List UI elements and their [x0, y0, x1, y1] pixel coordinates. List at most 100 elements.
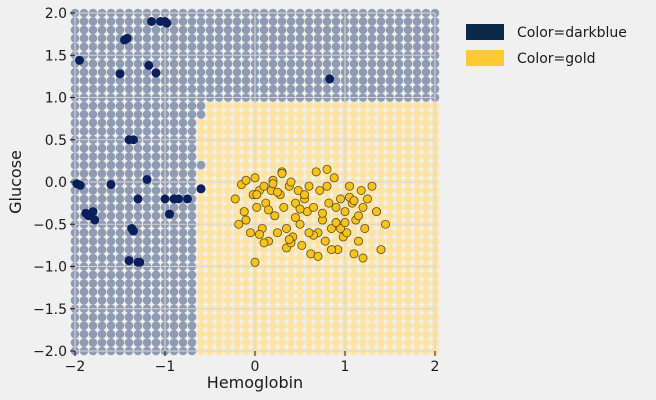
- grid-dot-gold: [205, 160, 215, 170]
- grid-dot-darkblue: [124, 236, 134, 246]
- grid-dot-gold: [385, 236, 395, 246]
- grid-dot-gold: [196, 338, 206, 347]
- point-darkblue: [160, 194, 170, 204]
- grid-dot-darkblue: [115, 211, 125, 221]
- grid-dot-gold: [412, 329, 422, 339]
- grid-dot-darkblue: [178, 169, 188, 178]
- grid-dot-gold: [223, 194, 233, 204]
- grid-dot-darkblue: [412, 76, 422, 85]
- point-darkblue: [106, 180, 116, 190]
- point-gold: [277, 169, 287, 179]
- grid-dot-gold: [394, 160, 404, 170]
- grid-dot-darkblue: [79, 194, 89, 204]
- grid-dot-darkblue: [79, 287, 89, 297]
- grid-dot-gold: [196, 253, 206, 263]
- grid-dot-gold: [421, 329, 431, 339]
- grid-dot-darkblue: [88, 42, 98, 52]
- grid-dot-gold: [367, 312, 377, 322]
- grid-dot-gold: [367, 287, 377, 297]
- grid-dot-gold: [412, 110, 422, 119]
- grid-dot-darkblue: [106, 143, 116, 153]
- grid-dot-darkblue: [205, 84, 215, 94]
- grid-dot-gold: [268, 127, 278, 136]
- grid-dot-darkblue: [331, 59, 341, 68]
- grid-dot-darkblue: [322, 59, 332, 68]
- grid-dot-gold: [304, 101, 314, 111]
- point-gold: [326, 223, 336, 233]
- grid-dot-gold: [358, 270, 368, 280]
- grid-dot-gold: [295, 160, 305, 170]
- grid-dot-darkblue: [133, 312, 143, 322]
- grid-dot-darkblue: [142, 101, 152, 111]
- grid-dot-darkblue: [358, 34, 368, 43]
- grid-dot-darkblue: [331, 42, 341, 52]
- grid-dot-darkblue: [115, 236, 125, 246]
- grid-dot-darkblue: [115, 329, 125, 339]
- grid-dot-darkblue: [106, 296, 116, 305]
- grid-dot-gold: [241, 110, 251, 119]
- grid-dot-gold: [349, 321, 359, 330]
- grid-dot-darkblue: [142, 186, 152, 195]
- grid-dot-gold: [394, 296, 404, 305]
- grid-dot-gold: [232, 253, 242, 263]
- grid-dot-gold: [214, 321, 224, 330]
- grid-dot-darkblue: [106, 321, 116, 330]
- grid-dot-darkblue: [214, 25, 224, 35]
- grid-dot-darkblue: [133, 42, 143, 52]
- grid-dot-gold: [268, 338, 278, 347]
- grid-dot-darkblue: [88, 127, 98, 136]
- grid-dot-gold: [376, 186, 386, 195]
- grid-dot-gold: [268, 321, 278, 330]
- grid-dot-darkblue: [106, 101, 116, 111]
- grid-dot-darkblue: [106, 245, 116, 254]
- grid-dot-gold: [268, 245, 278, 254]
- grid-dot-darkblue: [151, 279, 161, 288]
- grid-dot-gold: [349, 279, 359, 288]
- grid-dot-darkblue: [394, 76, 404, 85]
- grid-dot-gold: [322, 152, 332, 161]
- grid-dot-darkblue: [178, 186, 188, 195]
- grid-dot-gold: [268, 253, 278, 263]
- grid-dot-darkblue: [124, 312, 134, 322]
- grid-dot-gold: [349, 287, 359, 297]
- grid-dot-darkblue: [178, 253, 188, 263]
- grid-dot-gold: [295, 127, 305, 136]
- grid-dot-gold: [412, 253, 422, 263]
- grid-dot-darkblue: [151, 59, 161, 68]
- grid-dot-gold: [394, 110, 404, 119]
- grid-dot-gold: [331, 312, 341, 322]
- grid-dot-darkblue: [115, 101, 125, 111]
- grid-dot-darkblue: [151, 160, 161, 170]
- grid-dot-gold: [394, 253, 404, 263]
- point-gold: [324, 198, 334, 208]
- grid-dot-darkblue: [133, 17, 143, 26]
- grid-dot-gold: [403, 270, 413, 280]
- grid-dot-darkblue: [124, 127, 134, 136]
- grid-dot-darkblue: [88, 34, 98, 43]
- grid-dot-darkblue: [214, 59, 224, 68]
- grid-dot-darkblue: [223, 34, 233, 43]
- grid-dot-darkblue: [151, 76, 161, 85]
- grid-dot-gold: [277, 296, 287, 305]
- grid-dot-darkblue: [241, 76, 251, 85]
- grid-dot-darkblue: [133, 127, 143, 136]
- point-gold: [356, 185, 366, 195]
- grid-dot-gold: [232, 203, 242, 212]
- grid-dot-darkblue: [169, 169, 179, 178]
- grid-dot-gold: [403, 118, 413, 128]
- grid-dot-darkblue: [205, 76, 215, 85]
- grid-dot-gold: [205, 296, 215, 305]
- grid-dot-gold: [421, 127, 431, 136]
- grid-dot-gold: [331, 270, 341, 280]
- grid-dot-gold: [214, 101, 224, 111]
- grid-dot-gold: [367, 245, 377, 254]
- grid-dot-darkblue: [133, 143, 143, 153]
- grid-dot-gold: [286, 287, 296, 297]
- point-darkblue: [164, 209, 174, 219]
- grid-dot-darkblue: [178, 203, 188, 212]
- grid-dot-darkblue: [124, 42, 134, 52]
- grid-dot-darkblue: [421, 59, 431, 68]
- grid-dot-darkblue: [79, 118, 89, 128]
- grid-dot-darkblue: [304, 84, 314, 94]
- grid-dot-darkblue: [259, 59, 269, 68]
